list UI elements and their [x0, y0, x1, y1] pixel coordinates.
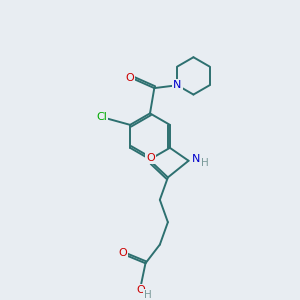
Text: Cl: Cl [97, 112, 107, 122]
Text: O: O [126, 73, 135, 83]
Text: N: N [191, 154, 200, 164]
Text: O: O [118, 248, 127, 259]
Text: H: H [144, 290, 152, 300]
Text: O: O [136, 285, 145, 295]
Text: O: O [146, 153, 155, 163]
Text: H: H [201, 158, 208, 168]
Text: N: N [173, 80, 182, 90]
Text: N: N [174, 80, 182, 90]
